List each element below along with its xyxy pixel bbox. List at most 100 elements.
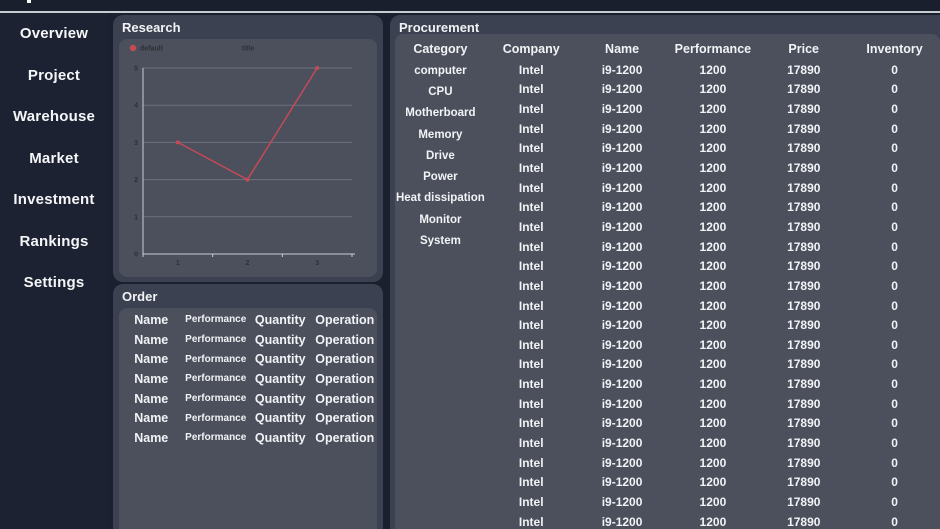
procurement-cell-inventory: 0 [891, 337, 898, 352]
procurement-row[interactable]: Intel i9-1200 1200 17890 0 [486, 60, 940, 80]
procurement-cell-performance: 1200 [699, 357, 727, 372]
procurement-cell-performance: 1200 [699, 141, 727, 156]
procurement-cell-price: 17890 [787, 494, 821, 509]
order-cell-quantity: Quantity [254, 411, 306, 426]
order-cell-operation[interactable]: Operation [315, 391, 375, 406]
procurement-row[interactable]: Intel i9-1200 1200 17890 0 [486, 296, 940, 316]
procurement-row[interactable]: Intel i9-1200 1200 17890 0 [486, 433, 940, 453]
procurement-row[interactable]: Intel i9-1200 1200 17890 0 [486, 492, 940, 512]
svg-text:0: 0 [134, 252, 138, 259]
procurement-category[interactable]: Memory [418, 128, 463, 141]
procurement-row[interactable]: Intel i9-1200 1200 17890 0 [486, 256, 940, 276]
procurement-category[interactable]: System [419, 235, 461, 248]
procurement-cell-name: i9-1200 [601, 416, 643, 431]
order-cell-performance: Performance [185, 314, 247, 326]
procurement-row[interactable]: Intel i9-1200 1200 17890 0 [486, 276, 940, 296]
order-row: Name Performance Quantity Operation [119, 330, 377, 350]
procurement-cell-company: Intel [518, 102, 544, 117]
procurement-cell-company: Intel [518, 377, 544, 392]
sidebar-item[interactable]: Investment [13, 191, 95, 209]
procurement-row[interactable]: Intel i9-1200 1200 17890 0 [486, 453, 940, 473]
order-cell-operation[interactable]: Operation [315, 430, 375, 445]
procurement-cell-company: Intel [518, 416, 544, 431]
procurement-cell-name: i9-1200 [601, 455, 643, 470]
procurement-row[interactable]: Intel i9-1200 1200 17890 0 [486, 139, 940, 159]
procurement-cell-inventory: 0 [891, 514, 898, 529]
order-cell-operation[interactable]: Operation [315, 332, 375, 347]
order-row: Name Performance Quantity Operation [119, 369, 377, 389]
procurement-cell-price: 17890 [787, 435, 821, 450]
procurement-row[interactable]: Intel i9-1200 1200 17890 0 [486, 335, 940, 355]
procurement-cell-name: i9-1200 [601, 494, 643, 509]
procurement-category[interactable]: Drive [426, 149, 455, 162]
order-cell-name: Name [134, 352, 169, 367]
order-cell-operation[interactable]: Operation [315, 411, 375, 426]
procurement-cell-performance: 1200 [699, 62, 727, 77]
procurement-category[interactable]: Monitor [419, 213, 462, 226]
order-cell-performance: Performance [185, 412, 247, 424]
procurement-row[interactable]: Intel i9-1200 1200 17890 0 [486, 315, 940, 335]
procurement-row[interactable]: Intel i9-1200 1200 17890 0 [486, 178, 940, 198]
research-chart-svg: 0 1 2 3 4 5 1 2 3 default title [129, 44, 355, 267]
procurement-row[interactable]: Intel i9-1200 1200 17890 0 [486, 512, 940, 529]
procurement-row[interactable]: Intel i9-1200 1200 17890 0 [486, 355, 940, 375]
procurement-cell-name: i9-1200 [601, 318, 643, 333]
procurement-category[interactable]: Heat dissipation [395, 192, 485, 205]
procurement-cell-price: 17890 [787, 259, 821, 274]
procurement-row[interactable]: Intel i9-1200 1200 17890 0 [486, 99, 940, 119]
procurement-panel-title: Procurement [399, 20, 480, 35]
sidebar-item[interactable]: Overview [19, 25, 89, 43]
procurement-cell-company: Intel [518, 259, 544, 274]
sidebar-item[interactable]: Project [27, 66, 81, 84]
procurement-category[interactable]: Motherboard [405, 107, 476, 120]
procurement-cell-name: i9-1200 [601, 475, 643, 490]
procurement-cell-name: i9-1200 [601, 278, 643, 293]
procurement-cell-performance: 1200 [699, 82, 727, 97]
procurement-row[interactable]: Intel i9-1200 1200 17890 0 [486, 394, 940, 414]
procurement-cell-price: 17890 [787, 62, 821, 77]
procurement-cell-price: 17890 [787, 377, 821, 392]
order-row: Name Performance Quantity Operation [119, 389, 377, 409]
procurement-cell-inventory: 0 [891, 494, 898, 509]
procurement-cell-name: i9-1200 [601, 337, 643, 352]
procurement-row[interactable]: Intel i9-1200 1200 17890 0 [486, 197, 940, 217]
svg-text:4: 4 [134, 103, 138, 110]
procurement-row[interactable]: Intel i9-1200 1200 17890 0 [486, 414, 940, 434]
sidebar-item[interactable]: Settings [23, 274, 85, 292]
procurement-row[interactable]: Intel i9-1200 1200 17890 0 [486, 374, 940, 394]
procurement-category[interactable]: CPU [428, 85, 453, 98]
svg-text:1: 1 [134, 214, 138, 221]
order-cell-name: Name [134, 332, 169, 347]
research-chart-card: 0 1 2 3 4 5 1 2 3 default title [119, 39, 377, 277]
procurement-cell-price: 17890 [787, 121, 821, 136]
order-panel-title: Order [122, 289, 158, 304]
procurement-cell-company: Intel [518, 239, 544, 254]
procurement-cell-name: i9-1200 [601, 62, 643, 77]
procurement-row[interactable]: Intel i9-1200 1200 17890 0 [486, 80, 940, 100]
procurement-cell-performance: 1200 [699, 435, 727, 450]
order-cell-name: Name [134, 312, 169, 327]
procurement-category[interactable]: Power [423, 171, 458, 184]
procurement-header-row: Category Company Name Performance Price … [395, 38, 940, 60]
procurement-cell-inventory: 0 [891, 102, 898, 117]
procurement-category[interactable]: computer [414, 64, 467, 77]
procurement-row[interactable]: Intel i9-1200 1200 17890 0 [486, 119, 940, 139]
procurement-cell-price: 17890 [787, 298, 821, 313]
procurement-cell-name: i9-1200 [601, 102, 643, 117]
procurement-row[interactable]: Intel i9-1200 1200 17890 0 [486, 158, 940, 178]
sidebar-item[interactable]: Warehouse [12, 108, 96, 126]
order-cell-operation[interactable]: Operation [315, 352, 375, 367]
order-cell-operation[interactable]: Operation [315, 371, 375, 386]
sidebar-item[interactable]: Rankings [19, 232, 89, 250]
procurement-row[interactable]: Intel i9-1200 1200 17890 0 [486, 472, 940, 492]
order-cell-operation[interactable]: Operation [315, 312, 375, 327]
procurement-cell-name: i9-1200 [601, 219, 643, 234]
procurement-cell-inventory: 0 [891, 318, 898, 333]
svg-text:title: title [242, 46, 255, 53]
procurement-row[interactable]: Intel i9-1200 1200 17890 0 [486, 237, 940, 257]
sidebar-item[interactable]: Market [29, 149, 79, 167]
order-row: Name Performance Quantity Operation [119, 310, 377, 330]
procurement-row[interactable]: Intel i9-1200 1200 17890 0 [486, 217, 940, 237]
procurement-cell-inventory: 0 [891, 219, 898, 234]
